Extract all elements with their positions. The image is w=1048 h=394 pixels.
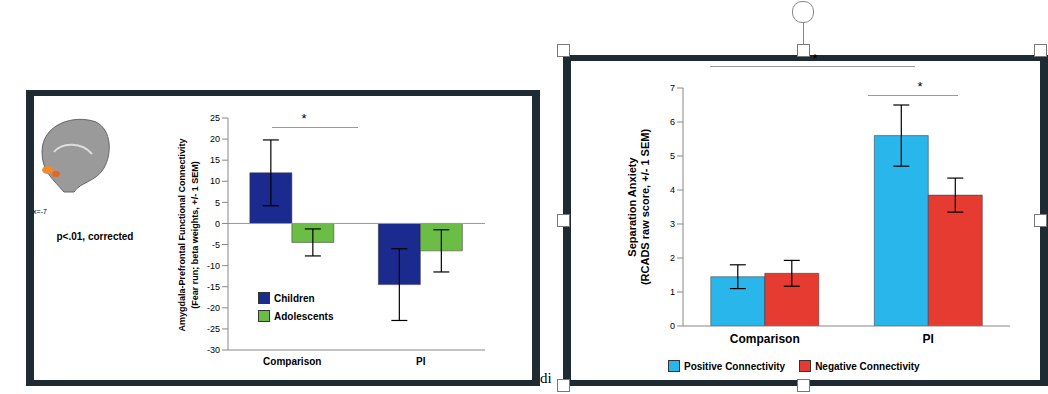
svg-text:0: 0: [670, 321, 675, 331]
html-text:Children: Children: [274, 292, 315, 304]
svg-text:10: 10: [210, 176, 220, 186]
html-text:Adolescents: Adolescents: [274, 310, 334, 322]
svg-text:Comparison: Comparison: [730, 332, 800, 346]
svg-text:20: 20: [210, 134, 220, 144]
svg-text:5: 5: [670, 151, 675, 161]
svg-text:6: 6: [670, 117, 675, 127]
html-text:Separation Anxiety (RCADS raw: Separation Anxiety (RCADS raw score, +/-…: [626, 128, 651, 286]
svg-text:0: 0: [215, 219, 220, 229]
html-text:Amygdala-Prefrontal Functional: Amygdala-Prefrontal Functional Connectiv…: [177, 138, 200, 332]
svg-text:-10: -10: [207, 261, 220, 271]
svg-text:15: 15: [210, 155, 220, 165]
svg-text:3: 3: [670, 219, 675, 229]
svg-text:25: 25: [210, 113, 220, 123]
html-text:x=-7: x=-7: [33, 208, 47, 215]
html-text:Positive Connectivity: Positive Connectivity: [684, 360, 786, 372]
svg-text:Comparison: Comparison: [263, 356, 321, 367]
html-text:di: di: [540, 370, 552, 386]
svg-text:-15: -15: [207, 282, 220, 292]
svg-text:4: 4: [670, 185, 675, 195]
svg-text:2: 2: [670, 253, 675, 263]
svg-text:1: 1: [670, 287, 675, 297]
html-text:p<.01, corrected: p<.01, corrected: [56, 231, 134, 242]
svg-text:PI: PI: [923, 332, 934, 346]
svg-text:-5: -5: [212, 240, 220, 250]
svg-text:-25: -25: [207, 324, 220, 334]
svg-text:-30: -30: [207, 345, 220, 355]
svg-text:-20: -20: [207, 303, 220, 313]
svg-text:7: 7: [670, 83, 675, 93]
svg-text:5: 5: [215, 198, 220, 208]
svg-text:PI: PI: [416, 356, 426, 367]
html-text:Negative Connectivity: Negative Connectivity: [815, 360, 920, 372]
